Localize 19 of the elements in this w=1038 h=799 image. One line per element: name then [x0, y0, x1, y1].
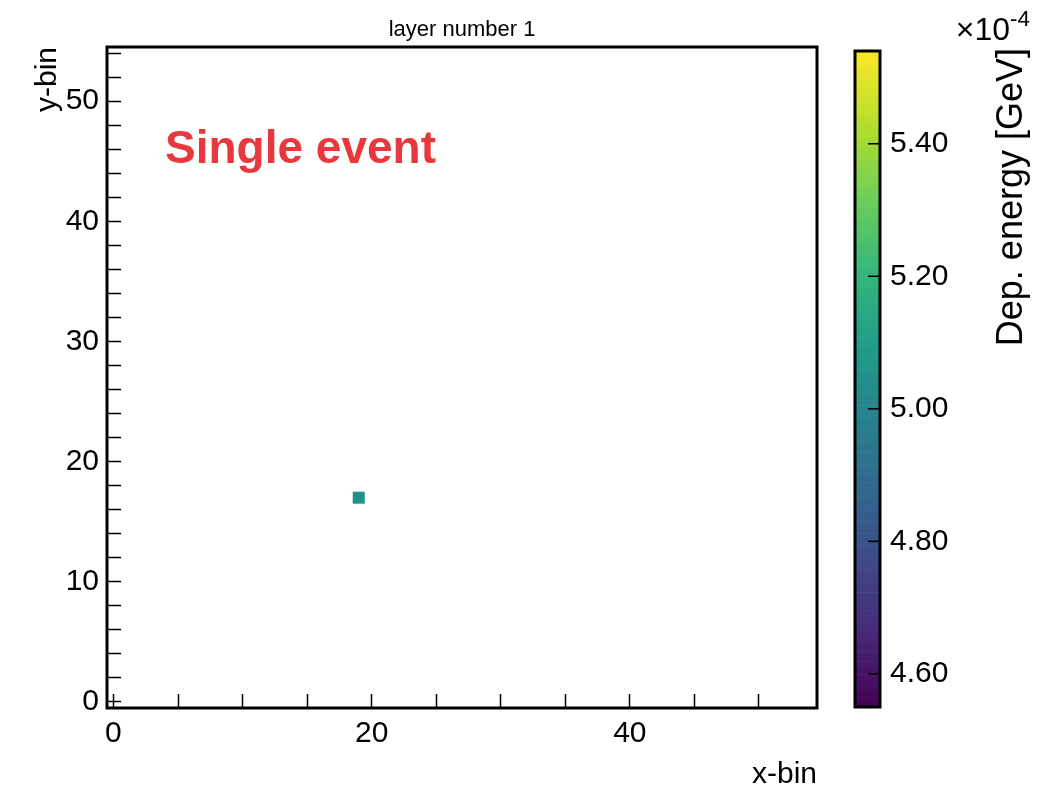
y-axis-title: y-bin — [29, 47, 63, 113]
x-axis-title: x-bin — [751, 756, 817, 790]
y-tick-label: 30 — [65, 322, 99, 356]
color-bar-label: 5.00 — [890, 390, 949, 424]
y-tick-label: 20 — [65, 442, 99, 476]
y-tick-label: 0 — [82, 683, 99, 717]
color-bar-label: 5.40 — [890, 125, 949, 159]
x-tick-label: 40 — [613, 715, 647, 749]
color-bar-label: 4.60 — [890, 655, 949, 689]
x-tick-label: 0 — [105, 715, 122, 749]
chart-title: layer number 1 — [388, 16, 536, 42]
x-tick-label: 20 — [354, 715, 389, 749]
color-bar-label: 5.20 — [890, 257, 949, 291]
y-tick-label: 50 — [65, 82, 99, 116]
y-tick-label: 40 — [65, 202, 99, 236]
annotation: Single event — [165, 121, 436, 173]
color-bar-label: 4.80 — [890, 522, 949, 556]
y-tick-label: 10 — [65, 563, 99, 597]
color-bar-title: Dep. energy [GeV] — [988, 48, 1030, 347]
